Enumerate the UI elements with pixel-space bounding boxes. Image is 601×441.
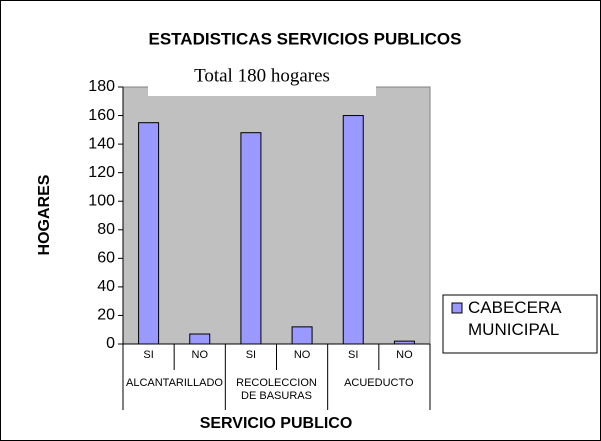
bar [342,115,364,345]
y-tick-label: 180 [88,78,115,95]
y-tick-label: 60 [97,250,115,267]
x-axis-label: SERVICIO PUBLICO [200,415,353,432]
x-tick-label: SI [143,349,153,361]
x-tick-label: NO [396,349,413,361]
subtitle-box [148,62,376,96]
group-label: ACUEDUCTO [344,377,414,389]
x-tick-label: NO [294,349,311,361]
group-label: ALCANTARILLADO [126,377,223,389]
bar [291,326,313,345]
legend-box [442,294,598,354]
y-axis-label: HOGARES [36,174,53,255]
y-tick-label: 100 [88,192,115,209]
y-tick-label: 160 [88,107,115,124]
y-tick-label: 0 [106,335,115,352]
bar [138,122,160,345]
x-tick-label: NO [192,349,209,361]
bar [240,132,262,345]
legend-label: CABECERA MUNICIPAL [468,298,561,339]
group-label: RECOLECCION DE BASURAS [236,377,317,402]
x-tick-label: SI [348,349,358,361]
y-tick-label: 140 [88,135,115,152]
y-tick-label: 80 [97,221,115,238]
bar [393,340,415,345]
chart-title: ESTADISTICAS SERVICIOS PUBLICOS [149,29,462,48]
x-tick-label: SI [246,349,256,361]
plot-area [122,86,431,345]
legend-swatch [451,302,463,314]
chart-subtitle: Total 180 hogares [194,65,330,86]
y-tick-label: 40 [97,278,115,295]
bar [189,333,211,345]
y-tick-label: 120 [88,164,115,181]
y-tick-label: 20 [97,307,115,324]
